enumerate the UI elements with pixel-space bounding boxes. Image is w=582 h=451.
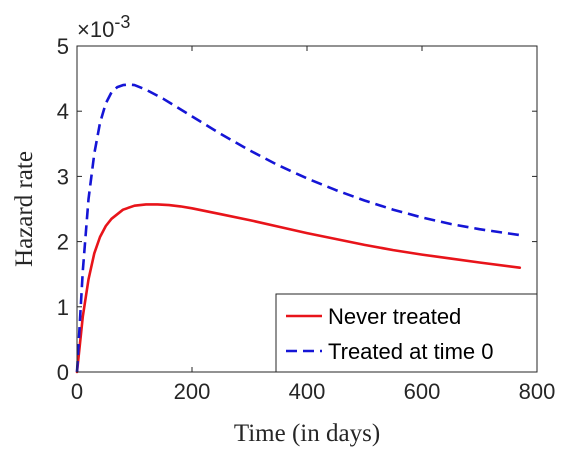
x-tick-label: 0 (71, 379, 83, 404)
y-axis-title: Hazard rate (11, 151, 38, 267)
x-tick-label: 400 (289, 379, 326, 404)
y-tick-label: 1 (57, 295, 69, 320)
y-exponent-base: ×10 (77, 17, 114, 42)
legend-label-treated-at-time-0: Treated at time 0 (328, 339, 493, 364)
legend-box (275, 293, 538, 373)
y-tick-label: 2 (57, 230, 69, 255)
tick-labels: 0 200 400 600 800 0 1 2 3 4 5 (57, 34, 556, 404)
x-tick-label: 200 (174, 379, 211, 404)
x-tick-label: 600 (404, 379, 441, 404)
legend-label-never-treated: Never treated (328, 304, 461, 329)
plot-lines (75, 83, 522, 374)
x-tick-label: 800 (519, 379, 556, 404)
y-tick-label: 3 (57, 164, 69, 189)
series-line-treated-at-time-0 (75, 83, 520, 373)
y-tick-label: 4 (57, 99, 69, 124)
legend: Never treated Treated at time 0 (275, 293, 538, 373)
series-line-never-treated (75, 203, 522, 374)
x-axis-title: Time (in days) (234, 420, 380, 447)
y-tick-label: 0 (57, 360, 69, 385)
y-tick-label: 5 (57, 34, 69, 59)
y-exponent-power: -3 (114, 12, 130, 32)
y-axis-exponent: ×10-3 (77, 12, 130, 42)
